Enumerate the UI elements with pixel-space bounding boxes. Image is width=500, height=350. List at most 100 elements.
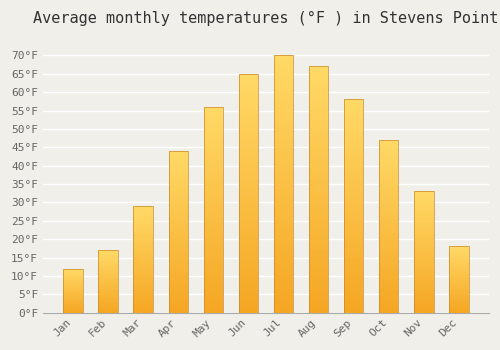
Bar	[309, 226, 328, 229]
Bar	[450, 300, 468, 301]
Bar	[379, 245, 398, 247]
Bar	[204, 304, 223, 307]
Bar	[238, 188, 258, 191]
Bar	[274, 150, 293, 153]
Bar	[98, 276, 117, 277]
Bar	[134, 242, 152, 243]
Bar	[98, 278, 117, 279]
Bar	[168, 224, 188, 225]
Bar	[344, 208, 364, 210]
Bar	[450, 310, 468, 311]
Bar	[414, 303, 434, 304]
Bar	[414, 218, 434, 219]
Bar	[274, 310, 293, 313]
Bar	[204, 140, 223, 142]
Bar	[204, 243, 223, 245]
Bar	[344, 215, 364, 217]
Bar	[344, 219, 364, 221]
Bar	[168, 161, 188, 162]
Bar	[414, 278, 434, 279]
Bar	[414, 193, 434, 194]
Bar	[134, 248, 152, 249]
Bar	[414, 301, 434, 302]
Bar	[98, 294, 117, 295]
Bar	[344, 199, 364, 202]
Bar	[134, 287, 152, 288]
Bar	[204, 181, 223, 183]
Bar	[204, 121, 223, 123]
Bar	[168, 222, 188, 224]
Bar	[168, 198, 188, 199]
Bar	[204, 290, 223, 292]
Bar	[238, 255, 258, 258]
Bar	[204, 191, 223, 193]
Bar	[379, 302, 398, 304]
Bar	[274, 104, 293, 107]
Bar	[63, 277, 82, 278]
Bar	[414, 239, 434, 240]
Bar	[238, 172, 258, 174]
Bar	[379, 159, 398, 161]
Bar	[204, 208, 223, 210]
Bar	[274, 264, 293, 266]
Bar	[344, 238, 364, 240]
Bar	[274, 148, 293, 150]
Bar	[450, 257, 468, 258]
Bar	[379, 147, 398, 148]
Bar	[274, 199, 293, 202]
Bar	[134, 312, 152, 313]
Bar	[450, 250, 468, 251]
Bar	[134, 226, 152, 228]
Bar	[238, 262, 258, 265]
Bar	[309, 293, 328, 295]
Bar	[204, 296, 223, 298]
Bar	[274, 189, 293, 192]
Bar	[344, 178, 364, 181]
Bar	[309, 145, 328, 148]
Bar	[274, 66, 293, 68]
Bar	[98, 259, 117, 260]
Bar	[414, 231, 434, 233]
Bar	[309, 69, 328, 71]
Bar	[274, 202, 293, 205]
Bar	[204, 240, 223, 243]
Bar	[344, 293, 364, 296]
Bar	[274, 174, 293, 176]
Bar	[309, 222, 328, 224]
Bar	[98, 293, 117, 294]
Bar	[204, 214, 223, 216]
Bar	[134, 302, 152, 303]
Bar	[379, 157, 398, 159]
Bar	[344, 272, 364, 274]
Bar	[344, 140, 364, 142]
Bar	[168, 187, 188, 188]
Bar	[238, 155, 258, 158]
Bar	[168, 280, 188, 282]
Bar	[98, 291, 117, 292]
Bar	[344, 249, 364, 251]
Bar	[238, 253, 258, 255]
Bar	[450, 255, 468, 256]
Bar	[204, 142, 223, 144]
Bar	[238, 260, 258, 262]
Bar	[98, 300, 117, 301]
Bar	[238, 121, 258, 124]
Bar	[379, 230, 398, 231]
Bar	[414, 237, 434, 239]
Bar	[274, 68, 293, 71]
Bar	[134, 286, 152, 287]
Bar	[450, 307, 468, 308]
Bar	[238, 136, 258, 138]
Bar	[238, 110, 258, 112]
Bar	[379, 237, 398, 238]
Bar	[168, 204, 188, 206]
Bar	[204, 298, 223, 300]
Bar	[98, 280, 117, 281]
Bar	[414, 219, 434, 220]
Bar	[274, 207, 293, 210]
Bar	[168, 206, 188, 208]
Bar	[274, 197, 293, 199]
Bar	[238, 143, 258, 146]
Bar	[204, 175, 223, 177]
Bar	[450, 288, 468, 289]
